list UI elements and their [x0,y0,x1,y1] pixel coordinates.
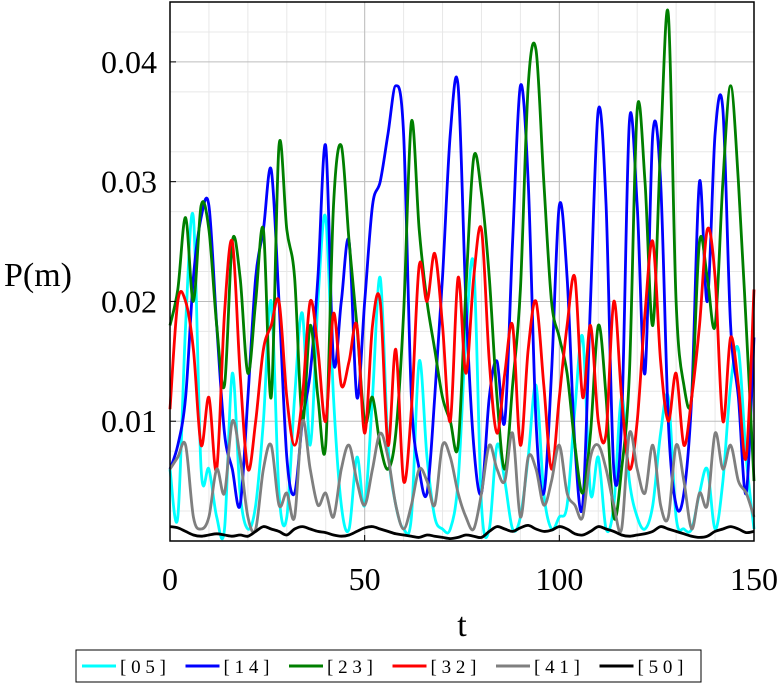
legend-label-2: [ 2 3 ] [327,657,373,678]
y-tick-label: 0.03 [101,164,157,200]
x-axis-title: t [457,607,467,644]
x-tick-label: 100 [535,561,583,597]
series-line-0 [168,212,756,541]
x-tick-label: 50 [349,561,381,597]
y-tick-label: 0.02 [101,283,157,319]
series-line-2 [168,8,756,521]
series-line-4 [168,418,756,534]
series-line-3 [168,225,756,484]
series-layer [168,8,756,541]
legend-label-5: [ 5 0 ] [638,657,684,678]
legend: [ 0 5 ] [ 1 4 ] [ 2 3 ] [ 3 2 ] [ 4 1 ] [ 5 0… [75,649,702,683]
legend-label-4: [ 4 1 ] [534,657,580,678]
legend-label-0: [ 0 5 ] [120,657,166,678]
y-axis-title: P(m) [4,257,72,294]
legend-label-3: [ 3 2 ] [431,657,477,678]
x-tick-label: 0 [162,561,178,597]
plot-frame [169,1,755,542]
y-tick-label: 0.01 [101,403,157,439]
x-tick-label: 150 [730,561,778,597]
legend-box [75,649,702,683]
y-tick-label: 0.04 [101,44,157,80]
x-axis-ticks: 0 50 100 150 [162,535,778,597]
y-axis-ticks: 0.01 0.02 0.03 0.04 [101,44,176,439]
legend-label-1: [ 1 4 ] [224,657,270,678]
series-line-5 [169,523,755,540]
series-line-1 [168,75,756,514]
